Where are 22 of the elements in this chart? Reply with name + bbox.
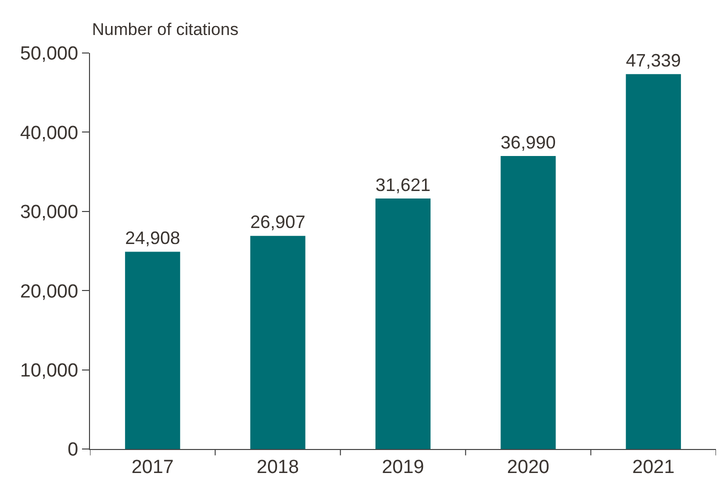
data-label: 24,908 — [125, 228, 180, 248]
bar — [626, 74, 681, 449]
y-tick-label: 20,000 — [20, 281, 78, 302]
data-label: 47,339 — [626, 50, 681, 70]
y-tick-label: 10,000 — [20, 360, 78, 382]
x-tick-label: 2017 — [131, 456, 174, 478]
bar — [250, 236, 306, 449]
bar — [125, 252, 180, 449]
x-tick-label: 2021 — [632, 456, 675, 478]
bar — [375, 198, 431, 449]
y-tick-label: 0 — [68, 440, 78, 461]
y-tick-label: 50,000 — [20, 44, 78, 65]
x-tick-label: 2019 — [382, 456, 424, 478]
data-label: 26,907 — [250, 212, 306, 232]
y-tick-label: 30,000 — [20, 202, 78, 224]
y-tick-label: 40,000 — [20, 122, 78, 144]
data-label: 36,990 — [500, 132, 556, 152]
data-label: 31,621 — [375, 174, 431, 195]
x-tick-label: 2020 — [507, 456, 550, 478]
x-tick-label: 2018 — [256, 456, 299, 478]
y-axis-title: Number of citations — [92, 20, 238, 39]
bar — [500, 156, 556, 449]
